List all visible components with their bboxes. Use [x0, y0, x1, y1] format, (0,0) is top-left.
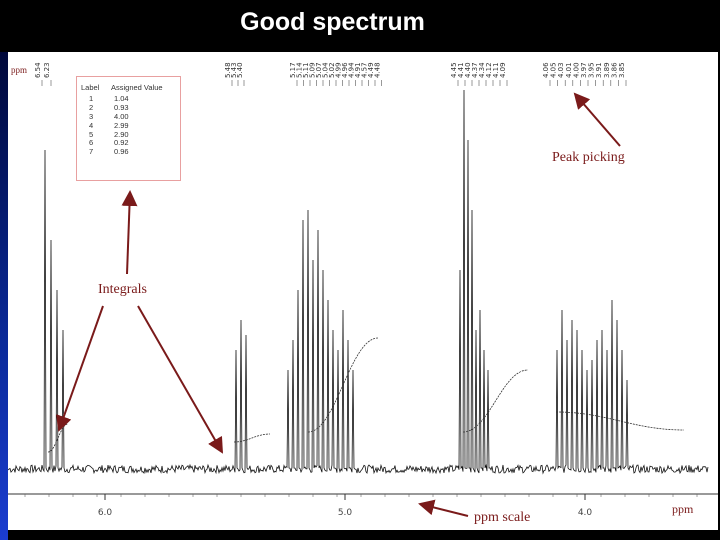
- peak-label: 4.34: [478, 62, 486, 78]
- peak-label: 5.11: [302, 62, 310, 78]
- integral-row-label: 3: [89, 111, 94, 121]
- integrals-right-arrow: [137, 305, 223, 454]
- peak-picking-label: Peak picking: [552, 150, 625, 165]
- peak-label: 3.89: [603, 62, 611, 78]
- peak-label: 4.40: [464, 62, 472, 78]
- integral-table: Label Assigned Value 1 1.04 2 0.93 3 4.00 4…: [76, 76, 181, 181]
- integral-row-label: 4: [89, 120, 94, 130]
- peak-label: 4.91: [354, 62, 362, 78]
- integral-row-label: 1: [89, 94, 94, 103]
- integral-row-value: 2.90: [114, 129, 129, 139]
- peak-label: 4.01: [565, 62, 573, 78]
- integral-row-label: 6: [89, 138, 94, 148]
- integrals-left-arrow: [56, 305, 104, 432]
- peak-label: 4.45: [450, 62, 458, 78]
- bottom-bar: [230, 530, 720, 540]
- spectrum-line: [8, 89, 709, 475]
- peak-label-layer: 6.54 6.23 5.485.435.40 5.175.145.115.095.07…: [34, 62, 627, 86]
- peak-label: 4.37: [471, 62, 479, 78]
- integral-row-value: 1.04: [114, 94, 129, 103]
- integral-row-value: 0.92: [114, 138, 129, 148]
- integral-curve: [462, 369, 529, 433]
- peak-label: 6.54: [34, 62, 42, 78]
- peak-label: 4.05: [550, 62, 558, 78]
- slide-title: Good spectrum: [240, 8, 425, 36]
- integral-row-label: 7: [89, 147, 94, 157]
- peak-label: 4.48: [374, 62, 382, 78]
- peak-label: 5.07: [315, 62, 323, 78]
- peak-label: 3.97: [580, 62, 588, 78]
- x-tick-label: 5.0: [338, 508, 353, 518]
- x-tick-label: 4.0: [578, 508, 593, 518]
- integral-curve: [307, 337, 379, 433]
- peak-label: 4.00: [572, 62, 580, 78]
- peak-label: 5.04: [322, 62, 330, 78]
- peak-label: 3.86: [610, 62, 618, 78]
- peak-label: 4.03: [557, 62, 565, 78]
- peak-label: 3.85: [618, 62, 626, 78]
- peak-label: 4.99: [335, 62, 343, 78]
- peak-label: 5.14: [296, 62, 304, 78]
- left-accent-bar: [0, 52, 8, 540]
- ppm-scale-arrow: [418, 499, 469, 517]
- peak-label: 4.09: [499, 62, 507, 78]
- peak-label: 4.96: [341, 62, 349, 78]
- peak-label: 5.43: [230, 62, 238, 78]
- x-axis: 6.0 5.0 4.0: [8, 493, 718, 518]
- integral-row-value: 4.00: [114, 111, 129, 121]
- x-unit-label: ppm: [672, 502, 694, 516]
- peak-label: 5.48: [224, 62, 232, 78]
- integral-table-header-label: Label: [81, 83, 100, 92]
- integral-row-value: 0.93: [114, 102, 129, 112]
- nmr-spectrum-plot: 6.54 6.23 5.485.435.40 5.175.145.115.095.07…: [8, 62, 718, 518]
- annotation-arrows: [56, 92, 621, 517]
- integral-curve: [555, 411, 685, 431]
- integral-row-value: 0.96: [114, 147, 129, 157]
- integral-table-header-value: Assigned Value: [111, 83, 163, 92]
- integrals-label: Integrals: [98, 282, 147, 297]
- peak-label: 5.02: [328, 62, 336, 78]
- x-tick-label: 6.0: [98, 508, 113, 518]
- integral-row-label: 2: [89, 102, 94, 112]
- peak-label: 5.17: [289, 62, 297, 78]
- peak-label: 4.49: [367, 62, 375, 78]
- y-unit-label: ppm: [11, 65, 28, 75]
- integral-row-label: 5: [89, 129, 94, 139]
- peak-label: 6.23: [43, 62, 51, 78]
- peak-label: 5.40: [236, 62, 244, 78]
- integrals-up-arrow: [121, 190, 138, 275]
- peak-label: 4.94: [348, 62, 356, 78]
- peak-label: 4.06: [542, 62, 550, 78]
- peak-label: 4.11: [492, 62, 500, 78]
- integral-row-value: 2.99: [114, 120, 129, 130]
- peak-label: 4.12: [485, 62, 493, 78]
- ppm-scale-label: ppm scale: [474, 510, 531, 525]
- peak-label: 3.91: [595, 62, 603, 78]
- peak-label: 4.57: [361, 62, 369, 78]
- spectrum-panel: 6.54 6.23 5.48 5.43 5.40 5.17 5.14 5.11 5.09 5.07…: [8, 52, 718, 530]
- peak-picking-arrow: [573, 92, 621, 147]
- peak-label: 5.09: [309, 62, 317, 78]
- peak-label: 3.95: [588, 62, 596, 78]
- peak-label: 4.41: [457, 62, 465, 78]
- integral-curve: [233, 433, 271, 443]
